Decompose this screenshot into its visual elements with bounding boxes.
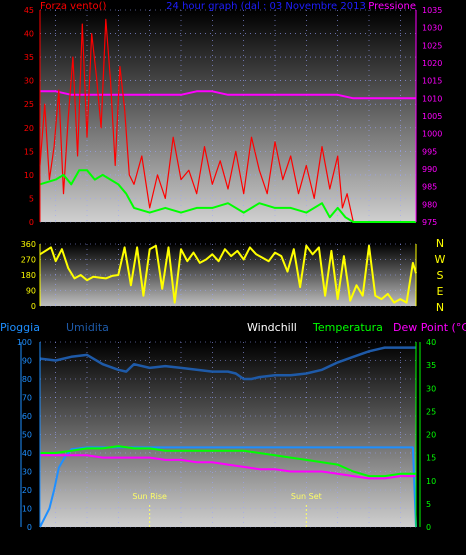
ytick-label-wind: 0	[29, 218, 34, 227]
ytick-label-humidity: 30	[22, 468, 32, 477]
ytick-label-temperature: 35	[426, 361, 436, 370]
xtick-label: 13	[239, 229, 249, 238]
ytick-label-pressure: 1005	[422, 112, 442, 121]
xtick-label: 21	[364, 229, 374, 238]
compass-label: N	[436, 301, 444, 314]
legend-item: Pioggia	[0, 321, 40, 334]
plot-area-humidity	[40, 342, 416, 527]
xtick-label: 01	[51, 229, 61, 238]
ytick-label-temperature: 15	[426, 454, 436, 463]
ytick-label-temperature: 40	[426, 338, 436, 347]
xtick-label: 09	[176, 539, 186, 548]
ytick-label-humidity: 10	[22, 505, 32, 514]
ytick-label-humidity: 50	[22, 431, 32, 440]
series-wind-direction	[39, 244, 417, 304]
xtick-label: 23	[395, 229, 405, 238]
xtick-label: 03	[82, 229, 92, 238]
ytick-label-humidity: 70	[22, 394, 32, 403]
ytick-label-direction: 0	[31, 302, 36, 311]
xtick-label: 05	[113, 229, 123, 238]
ytick-label-pressure: 1025	[422, 41, 442, 50]
xtick-label: 03	[82, 539, 92, 548]
pressure-axis-label: Pressione	[368, 1, 416, 12]
plot-area-wind	[40, 10, 416, 222]
ytick-label-pressure: 995	[422, 147, 437, 156]
sun-annotation: Sun Rise	[132, 492, 167, 501]
xtick-label: 09	[176, 229, 186, 238]
xtick-label: 15	[270, 539, 280, 548]
ytick-label-wind: 25	[24, 100, 34, 109]
ytick-label-pressure: 985	[422, 183, 437, 192]
ytick-label-humidity: 20	[22, 486, 32, 495]
wind-axis-label: Forza vento()	[40, 1, 107, 12]
ytick-label-pressure: 1010	[422, 94, 442, 103]
ytick-label-direction: 180	[21, 271, 36, 280]
ytick-label-pressure: 990	[422, 165, 437, 174]
ytick-label-pressure: 1000	[422, 130, 442, 139]
series-humidity	[39, 346, 416, 381]
legend-item: Temperatura	[312, 321, 383, 334]
xtick-label: 17	[301, 229, 311, 238]
series-dewpoint	[40, 454, 416, 480]
ytick-label-wind: 5	[29, 194, 34, 203]
ytick-label-direction: 360	[21, 240, 36, 249]
xtick-label: 13	[239, 539, 249, 548]
xtick-label: 11	[207, 229, 217, 238]
xtick-label: 23	[395, 539, 405, 548]
ytick-label-direction: 90	[26, 287, 36, 296]
ytick-label-wind: 35	[24, 53, 34, 62]
xtick-label: 07	[145, 229, 155, 238]
ytick-label-pressure: 975	[422, 218, 437, 227]
xtick-label: 21	[364, 539, 374, 548]
series-rain	[39, 446, 417, 528]
compass-label: S	[437, 269, 444, 282]
ytick-label-pressure: 980	[422, 200, 437, 209]
series-temperature	[40, 445, 416, 478]
ytick-label-temperature: 30	[426, 384, 436, 393]
compass-label: N	[436, 237, 444, 250]
xtick-label: 19	[333, 229, 343, 238]
ytick-label-humidity: 0	[27, 523, 32, 532]
series-wind-avg	[39, 169, 416, 223]
ytick-label-temperature: 10	[426, 477, 436, 486]
xtick-label: 17	[301, 539, 311, 548]
xtick-label: 11	[207, 539, 217, 548]
sun-annotation: Sun Set	[291, 492, 322, 501]
ytick-label-humidity: 40	[22, 449, 32, 458]
compass-label: W	[435, 253, 446, 266]
xtick-label: 05	[113, 539, 123, 548]
ytick-label-wind: 15	[24, 147, 34, 156]
series-wind-gust	[39, 18, 416, 223]
ytick-label-humidity: 80	[22, 375, 32, 384]
ytick-label-humidity: 90	[22, 357, 32, 366]
ytick-label-temperature: 25	[426, 407, 436, 416]
ytick-label-wind: 10	[24, 171, 34, 180]
ytick-label-pressure: 1035	[422, 6, 442, 15]
xtick-label: 07	[145, 539, 155, 548]
chart-title: 24 hour graph (dal : 03 Novembre 2013	[166, 1, 366, 12]
ytick-label-humidity: 100	[17, 338, 32, 347]
ytick-label-wind: 40	[24, 30, 34, 39]
ytick-label-pressure: 1020	[422, 59, 442, 68]
legend-item: Dew Point (°C)	[393, 321, 466, 334]
ytick-label-wind: 20	[24, 124, 34, 133]
ytick-label-direction: 270	[21, 256, 36, 265]
ytick-label-humidity: 60	[22, 412, 32, 421]
ytick-label-wind: 30	[24, 77, 34, 86]
legend-item: Windchill	[247, 321, 297, 334]
ytick-label-temperature: 20	[426, 431, 436, 440]
xtick-label: 01	[51, 539, 61, 548]
ytick-label-temperature: 0	[426, 523, 431, 532]
xtick-label: 15	[270, 229, 280, 238]
xtick-label: 19	[333, 539, 343, 548]
ytick-label-wind: 45	[24, 6, 34, 15]
ytick-label-pressure: 1030	[422, 24, 442, 33]
ytick-label-temperature: 5	[426, 500, 431, 509]
compass-label: E	[437, 285, 444, 298]
legend-item: Umidita	[66, 321, 109, 334]
ytick-label-pressure: 1015	[422, 77, 442, 86]
